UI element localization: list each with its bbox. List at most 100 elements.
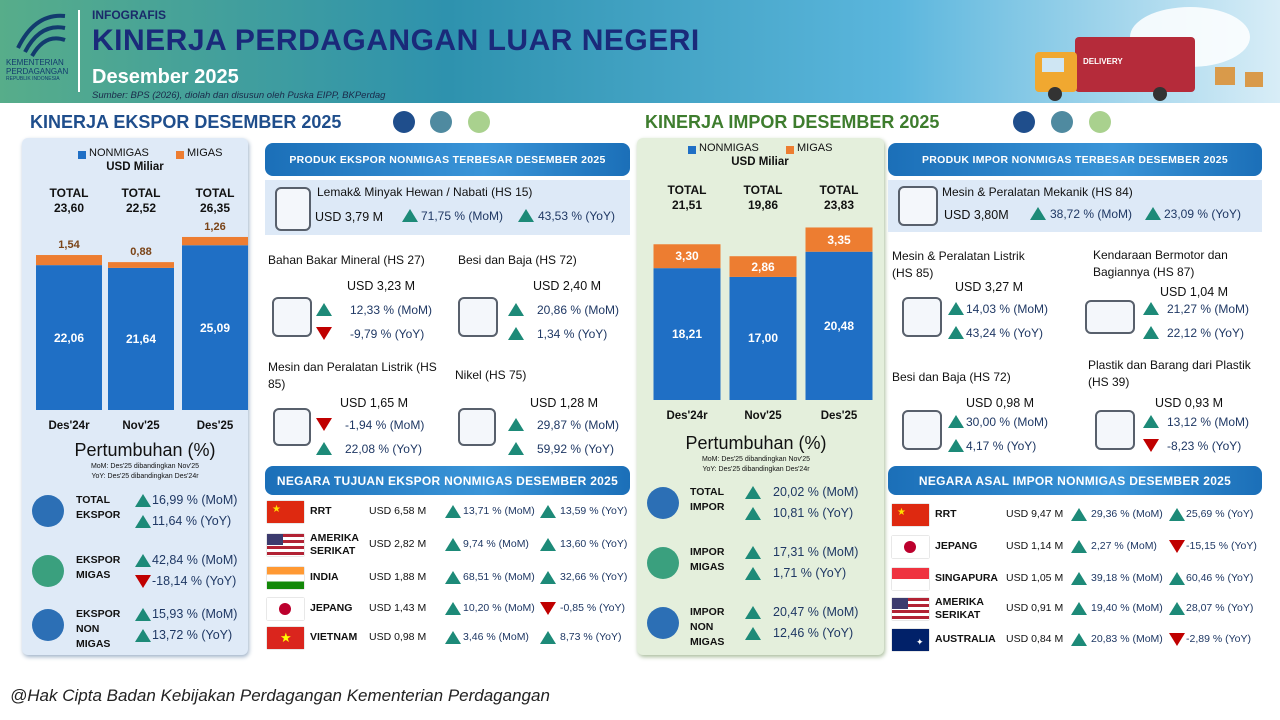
- export-title: KINERJA EKSPOR DESEMBER 2025: [30, 112, 342, 132]
- arrow-up: [948, 439, 964, 452]
- total-value: 19,86: [747, 198, 779, 212]
- product-value: USD 0,93 M: [1155, 396, 1224, 410]
- icon: [902, 410, 942, 450]
- arrow-up: [745, 627, 761, 640]
- arrow-up: [1169, 508, 1185, 521]
- growth-mom: 42,84 % (MoM): [152, 553, 238, 567]
- country-value: USD 1,43 M: [369, 602, 427, 614]
- arrow-down: [1169, 633, 1185, 646]
- growth-icon: [32, 609, 64, 641]
- product-mom: 29,87 % (MoM): [537, 418, 620, 432]
- icon: [458, 408, 496, 446]
- growth-yoy: -18,14 % (YoY): [152, 574, 237, 588]
- flag: [267, 567, 304, 589]
- arrow-up: [540, 505, 556, 518]
- country-value: USD 1,05 M: [1006, 572, 1064, 584]
- growth-mom: 17,31 % (MoM): [773, 545, 859, 559]
- arrow-up: [1143, 326, 1159, 339]
- product-name: Bahan Bakar Mineral (HS 27): [268, 253, 425, 267]
- product-mom: 30,00 % (MoM): [966, 415, 1049, 429]
- logo-text: REPUBLIK INDONESIA: [6, 76, 60, 82]
- bar-segment: [729, 276, 797, 400]
- country-value: USD 0,98 M: [369, 631, 427, 643]
- footer: @Hak Cipta Badan Kebijakan Perdagangan K…: [10, 686, 550, 705]
- arrow-up: [445, 505, 461, 518]
- country-yoy: -15,15 % (YoY): [1186, 540, 1257, 552]
- arrow-down: [540, 602, 556, 615]
- growth-note: MoM: Des'25 dibandingkan Nov'25: [90, 463, 200, 470]
- country-name: VIETNAM: [310, 631, 358, 643]
- legend-label: NONMIGAS: [89, 147, 149, 159]
- product-name: Mesin & Peralatan Listrik (HS 85): [892, 249, 1025, 280]
- import-top-product-panel: [888, 180, 1262, 232]
- category-label: Des'24r: [48, 420, 90, 432]
- product-yoy: 22,12 % (YoY): [1167, 326, 1244, 340]
- legend-label: MIGAS: [797, 142, 833, 154]
- country-mom: 68,51 % (MoM): [463, 571, 535, 583]
- legend-swatch: [78, 151, 86, 159]
- country-yoy: -0,85 % (YoY): [560, 602, 625, 614]
- arrow-up: [445, 571, 461, 584]
- product-mom: 12,33 % (MoM): [350, 303, 433, 317]
- bar-segment: [108, 267, 174, 410]
- country-name: SINGAPURA: [935, 572, 999, 584]
- arrow-up: [508, 303, 524, 316]
- country-yoy: -2,89 % (YoY): [1186, 633, 1251, 645]
- total-label: TOTAL: [667, 183, 707, 197]
- arrow-up: [745, 567, 761, 580]
- arrow-up: [316, 442, 332, 455]
- arrow-up: [1169, 602, 1185, 615]
- growth-mom: 20,02 % (MoM): [773, 485, 859, 499]
- section-header: PRODUK IMPOR NONMIGAS TERBESAR DESEMBER …: [888, 143, 1262, 176]
- logo-mark: [16, 13, 66, 58]
- total-label: TOTAL: [819, 183, 859, 197]
- icon: [1085, 300, 1135, 334]
- bar-value-label: 20,48: [823, 318, 855, 333]
- country-name: JEPANG: [935, 540, 978, 552]
- bar-segment: [653, 268, 721, 400]
- growth-yoy: 13,72 % (YoY): [152, 628, 233, 642]
- arrow-down: [1169, 540, 1185, 553]
- arrow-down: [316, 327, 332, 340]
- flag: ✦: [892, 629, 929, 651]
- truck-label: DELIVERY: [1083, 57, 1123, 66]
- total-value: 22,52: [125, 201, 157, 215]
- header-label: INFOGRAFIS: [92, 8, 166, 22]
- product-value: USD 3,23 M: [347, 279, 416, 293]
- growth-label: EKSPOR NON MIGAS: [76, 608, 121, 650]
- product-value: USD 1,04 M: [1160, 285, 1229, 299]
- bar-segment: [653, 244, 721, 269]
- product-value: USD 1,28 M: [530, 396, 599, 410]
- arrow-up: [1143, 415, 1159, 428]
- arrow-up: [745, 486, 761, 499]
- growth-yoy: 1,71 % (YoY): [773, 566, 847, 580]
- product-mom: 14,03 % (MoM): [966, 302, 1049, 316]
- arrow-up: [745, 606, 761, 619]
- header-source: Sumber: BPS (2026), diolah dan disusun o…: [92, 90, 386, 101]
- product-yoy: 23,09 % (YoY): [1164, 207, 1241, 221]
- legend-label: MIGAS: [187, 147, 223, 159]
- flag: ★: [892, 504, 929, 526]
- header-period: Desember 2025: [92, 66, 239, 88]
- product-value: USD 0,98 M: [966, 396, 1035, 410]
- icon: [1095, 410, 1135, 450]
- growth-label: TOTAL EKSPOR: [76, 494, 121, 521]
- import-title: KINERJA IMPOR DESEMBER 2025: [645, 112, 940, 132]
- country-value: USD 1,14 M: [1006, 540, 1064, 552]
- country-name: JEPANG: [310, 602, 353, 614]
- arrow-up: [445, 602, 461, 615]
- product-yoy: -9,79 % (YoY): [350, 327, 425, 341]
- total-label: TOTAL: [195, 186, 235, 200]
- header-title: KINERJA PERDAGANGAN LUAR NEGERI: [92, 24, 700, 57]
- growth-label: EKSPOR MIGAS: [76, 554, 121, 581]
- country-yoy: 13,60 % (YoY): [560, 538, 628, 550]
- product-value: USD 1,65 M: [340, 396, 409, 410]
- growth-title: Pertumbuhan (%): [685, 433, 827, 453]
- total-value: 21,51: [671, 198, 703, 212]
- arrow-up: [745, 546, 761, 559]
- country-name: INDIA: [310, 571, 339, 583]
